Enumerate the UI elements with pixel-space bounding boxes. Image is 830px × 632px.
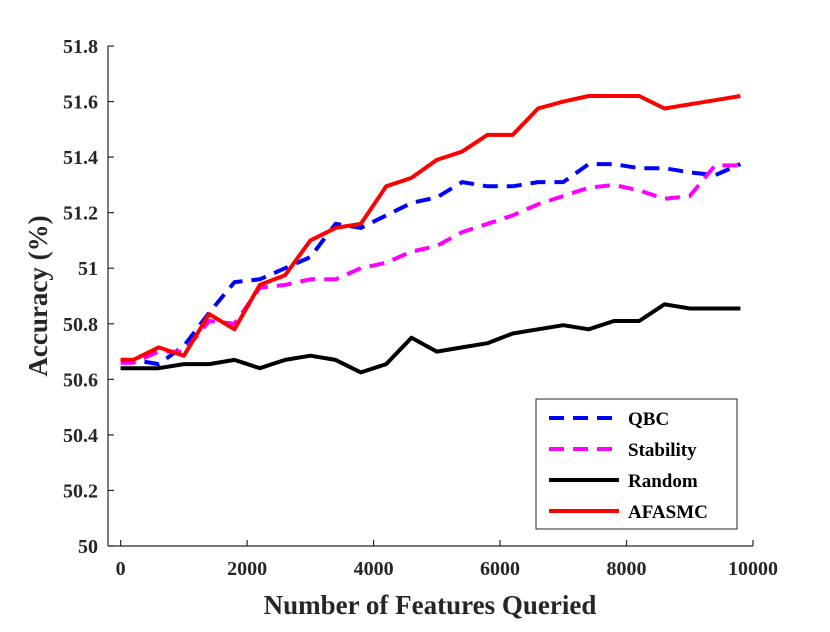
x-tick-label: 4000: [354, 558, 394, 580]
y-tick-label: 51: [78, 258, 98, 280]
legend-box: [535, 398, 738, 530]
y-ticks: 50 50.2 50.4 50.6 50.8 51 51.2 51.4 51.6 51.8: [63, 36, 114, 558]
series-layer: [120, 94, 742, 375]
y-tick-label: 50.6: [63, 369, 98, 391]
x-tick-label: 6000: [480, 558, 520, 580]
x-axis-label: Number of Features Queried: [264, 590, 597, 620]
y-tick-label: 51.2: [63, 203, 98, 225]
legend-label-afasmc: AFASMC: [628, 502, 708, 523]
y-tick-label: 51.8: [63, 36, 98, 58]
x-tick-label: 2000: [227, 558, 267, 580]
legend-items: QBC Stability Random AFASMC: [549, 409, 708, 523]
y-tick-label: 50.2: [63, 480, 98, 502]
y-tick-label: 50.8: [63, 314, 98, 336]
x-ticks: 0 2000 4000 6000 8000 10000: [116, 540, 778, 580]
y-tick-label: 50: [78, 536, 98, 558]
y-axis-label: Accuracy (%): [23, 215, 53, 376]
series-line-afasmc: [120, 94, 741, 362]
y-tick-label: 51.6: [63, 92, 98, 114]
x-tick-label: 8000: [607, 558, 647, 580]
legend: QBC Stability Random AFASMC: [535, 398, 738, 530]
series-line-random: [120, 302, 741, 375]
y-tick-label: 50.4: [63, 425, 98, 447]
x-tick-label: 0: [116, 558, 126, 580]
legend-label-random: Random: [628, 471, 698, 492]
legend-label-qbc: QBC: [628, 409, 669, 430]
legend-label-stability: Stability: [628, 440, 697, 461]
series-line-qbc: [120, 162, 742, 367]
y-tick-label: 51.4: [63, 147, 98, 169]
series-line-stability: [120, 163, 741, 365]
x-tick-label: 10000: [728, 558, 778, 580]
